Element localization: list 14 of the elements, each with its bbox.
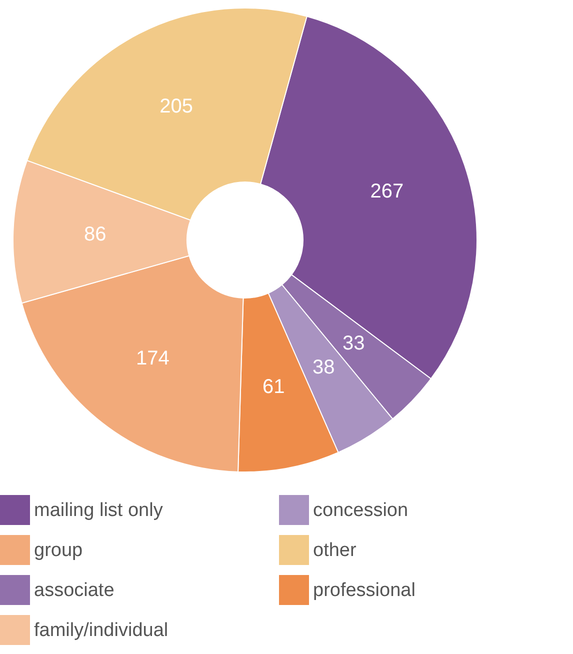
- legend-label: other: [313, 540, 357, 561]
- legend-label: associate: [34, 580, 114, 601]
- data-label: 86: [84, 223, 106, 246]
- legend-label: professional: [313, 580, 416, 601]
- legend-label: family/individual: [34, 620, 168, 641]
- data-label: 267: [370, 180, 404, 202]
- data-label: 38: [312, 356, 335, 379]
- data-label: 205: [160, 96, 194, 118]
- legend-label: group: [34, 540, 83, 561]
- data-label: 174: [136, 347, 170, 370]
- data-label: 61: [262, 376, 285, 398]
- data-label: 33: [342, 332, 365, 354]
- legend-label: concession: [313, 500, 408, 521]
- legend-label: mailing list only: [34, 500, 164, 521]
